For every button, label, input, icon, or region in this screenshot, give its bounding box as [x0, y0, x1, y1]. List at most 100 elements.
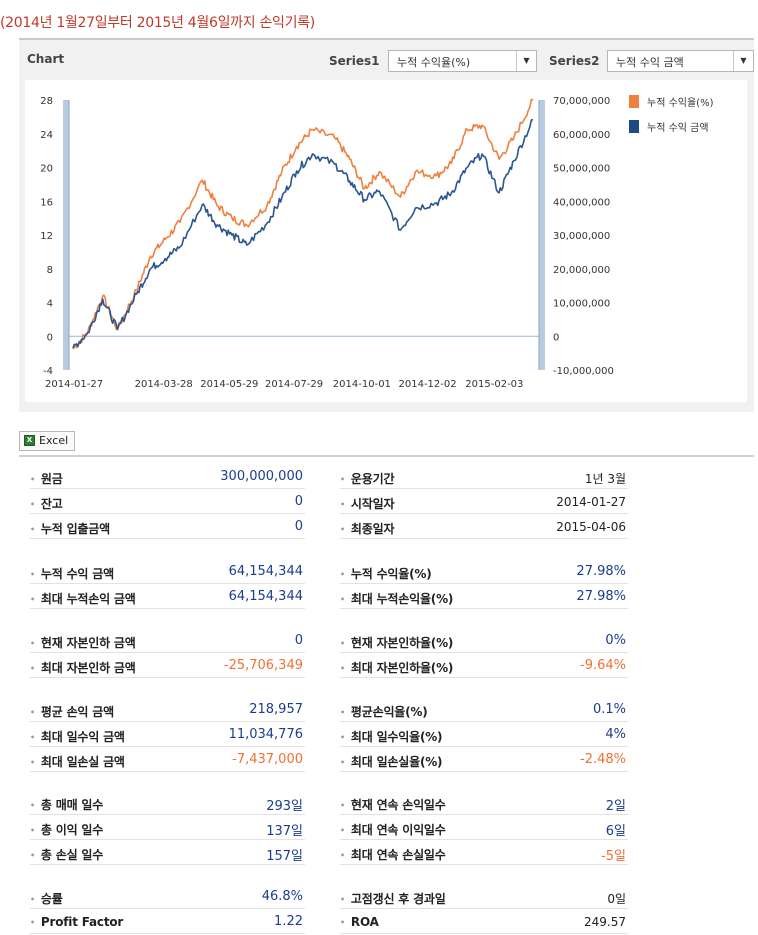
stat-label: 현재 자본인하 금액 — [30, 634, 136, 651]
stats-row: 승률 46.8% 고점갱신 후 경과일 0일 — [19, 885, 754, 909]
series1-select-value: 누적 수익율(%) — [397, 56, 471, 69]
stats-row: 최대 자본인하 금액 -25,706,349 최대 자본인하율(%) -9.64% — [19, 654, 754, 678]
stat-cell-right: 최종일자 2015-04-06 — [340, 515, 628, 539]
stats-table: 원금 300,000,000 운용기간 1년 3월잔고 0 시작일자 2014-01-27 누… — [19, 455, 754, 935]
stat-cell-right: 최대 연속 이익일수 6일 — [340, 816, 628, 840]
stat-label: 최대 연속 손실일수 — [340, 846, 446, 863]
stat-value: 6일 — [605, 824, 626, 839]
stat-label: 총 매매 일수 — [30, 796, 103, 813]
excel-label: Excel — [39, 434, 69, 447]
chevron-down-icon[interactable]: ▼ — [733, 51, 753, 71]
stat-cell-left: 총 손실 일수 157일 — [30, 841, 305, 865]
stat-label: 최대 연속 이익일수 — [340, 821, 446, 838]
stat-label: 원금 — [30, 470, 63, 487]
stat-value: 157일 — [266, 849, 303, 864]
chart-heading: Chart — [27, 52, 65, 66]
scrollbar-left — [63, 100, 69, 370]
excel-icon: X — [24, 435, 35, 446]
x-tick-label: 2014-01-27 — [45, 379, 103, 390]
y-tick-label-right: 40,000,000 — [553, 197, 610, 208]
stat-value: 11,034,776 — [228, 727, 303, 742]
stat-value: -25,706,349 — [223, 658, 303, 673]
y-tick-label-right: 70,000,000 — [553, 96, 610, 107]
stat-value: -9.64% — [580, 658, 626, 673]
stat-label: Profit Factor — [30, 915, 123, 929]
y-tick-label-right: 60,000,000 — [553, 130, 610, 141]
stat-value: 64,154,344 — [228, 564, 303, 579]
stat-cell-left: 평균 손익 금액 218,957 — [30, 698, 305, 722]
excel-export-button[interactable]: X Excel — [19, 431, 76, 451]
stat-label: 누적 입출금액 — [30, 520, 110, 537]
legend-item-series1: 누적 수익율(%) — [629, 94, 714, 109]
stat-value: 1년 3월 — [584, 472, 626, 486]
stats-row: 누적 입출금액 0 최종일자 2015-04-06 — [19, 515, 754, 539]
series1-select[interactable]: 누적 수익율(%) ▼ — [388, 50, 537, 72]
stat-cell-left: 최대 일수익 금액 11,034,776 — [30, 723, 305, 747]
stat-cell-right: ROA 249.57 — [340, 910, 628, 934]
legend-label-series1: 누적 수익율(%) — [647, 97, 714, 109]
stat-label: 현재 자본인하율(%) — [340, 634, 453, 651]
stat-cell-left: 최대 일손실 금액 -7,437,000 — [30, 748, 305, 772]
stat-cell-right: 고점갱신 후 경과일 0일 — [340, 885, 628, 909]
stat-label: 시작일자 — [340, 495, 395, 512]
stat-cell-left: 최대 누적손익 금액 64,154,344 — [30, 585, 305, 609]
line-chart: 28 24 20 16 12 8 4 0 -4 70,000,000 60,000,000 50,00… — [40, 96, 614, 390]
stat-value: 137일 — [266, 824, 303, 839]
series2-label: Series2 — [549, 54, 600, 68]
stat-value: -5일 — [601, 849, 626, 864]
stat-cell-left: 최대 자본인하 금액 -25,706,349 — [30, 654, 305, 678]
series2-select[interactable]: 누적 수익 금액 ▼ — [607, 50, 754, 72]
y-tick-label-left: 0 — [47, 332, 53, 343]
stat-label: 현재 연속 손익일수 — [340, 796, 446, 813]
stat-cell-left: Profit Factor 1.22 — [30, 910, 305, 934]
stat-label: 최대 일수익율(%) — [340, 728, 443, 745]
stats-row: 잔고 0 시작일자 2014-01-27 — [19, 490, 754, 514]
stat-value: 64,154,344 — [228, 589, 303, 604]
chart-area: 28 24 20 16 12 8 4 0 -4 70,000,000 60,000,000 50,00… — [25, 80, 747, 402]
stat-label: 평균손익율(%) — [340, 703, 428, 720]
stat-cell-right: 최대 연속 손실일수 -5일 — [340, 841, 628, 865]
stat-cell-right: 최대 일손실율(%) -2.48% — [340, 748, 628, 772]
stats-row: 현재 자본인하 금액 0 현재 자본인하율(%) 0% — [19, 629, 754, 653]
stat-cell-right: 현재 자본인하율(%) 0% — [340, 629, 628, 653]
stat-value: 2일 — [605, 799, 626, 814]
stat-value: 293일 — [266, 799, 303, 814]
y-tick-label-right: 0 — [553, 332, 559, 343]
stats-row: 최대 누적손익 금액 64,154,344 최대 누적손익율(%) 27.98% — [19, 585, 754, 609]
legend-label-series2: 누적 수익 금액 — [647, 122, 709, 134]
stat-cell-right: 최대 누적손익율(%) 27.98% — [340, 585, 628, 609]
stat-value: 0 — [294, 494, 303, 509]
stats-row: 최대 일수익 금액 11,034,776 최대 일수익율(%) 4% — [19, 723, 754, 747]
stat-cell-right: 운용기간 1년 3월 — [340, 465, 628, 489]
y-tick-label-left: 16 — [40, 197, 53, 208]
stat-cell-right: 최대 자본인하율(%) -9.64% — [340, 654, 628, 678]
y-tick-label-right: 20,000,000 — [553, 265, 610, 276]
stats-row: 평균 손익 금액 218,957 평균손익율(%) 0.1% — [19, 698, 754, 722]
x-tick-label: 2014-05-29 — [200, 379, 258, 390]
stat-cell-right: 누적 수익율(%) 27.98% — [340, 560, 628, 584]
stat-value: 0% — [605, 633, 626, 648]
stat-cell-left: 누적 입출금액 0 — [30, 515, 305, 539]
stat-value: 4% — [605, 727, 626, 742]
stats-row: 누적 수익 금액 64,154,344 누적 수익율(%) 27.98% — [19, 560, 754, 584]
stat-label: 누적 수익 금액 — [30, 565, 114, 582]
stat-cell-right: 평균손익율(%) 0.1% — [340, 698, 628, 722]
page-title: (2014년 1월27일부터 2015년 4월6일까지 손익기록) — [0, 15, 315, 31]
stat-label: 잔고 — [30, 495, 63, 512]
stat-value: -7,437,000 — [232, 752, 303, 767]
x-tick-label: 2014-10-01 — [333, 379, 391, 390]
chart-legend: 누적 수익율(%) 누적 수익 금액 — [629, 94, 713, 144]
stat-label: 최대 자본인하 금액 — [30, 659, 136, 676]
stat-label: 최대 자본인하율(%) — [340, 659, 453, 676]
chevron-down-icon[interactable]: ▼ — [516, 51, 536, 71]
stat-cell-left: 총 이익 일수 137일 — [30, 816, 305, 840]
scrollbar-right — [539, 100, 545, 370]
stat-cell-left: 누적 수익 금액 64,154,344 — [30, 560, 305, 584]
legend-swatch-series1 — [629, 94, 639, 108]
stat-cell-right: 시작일자 2014-01-27 — [340, 490, 628, 514]
stat-value: 0.1% — [592, 702, 626, 717]
stats-row: 총 손실 일수 157일 최대 연속 손실일수 -5일 — [19, 841, 754, 865]
stat-value: 218,957 — [249, 702, 303, 717]
series-line-2 — [72, 118, 534, 349]
stat-label: 누적 수익율(%) — [340, 565, 432, 582]
